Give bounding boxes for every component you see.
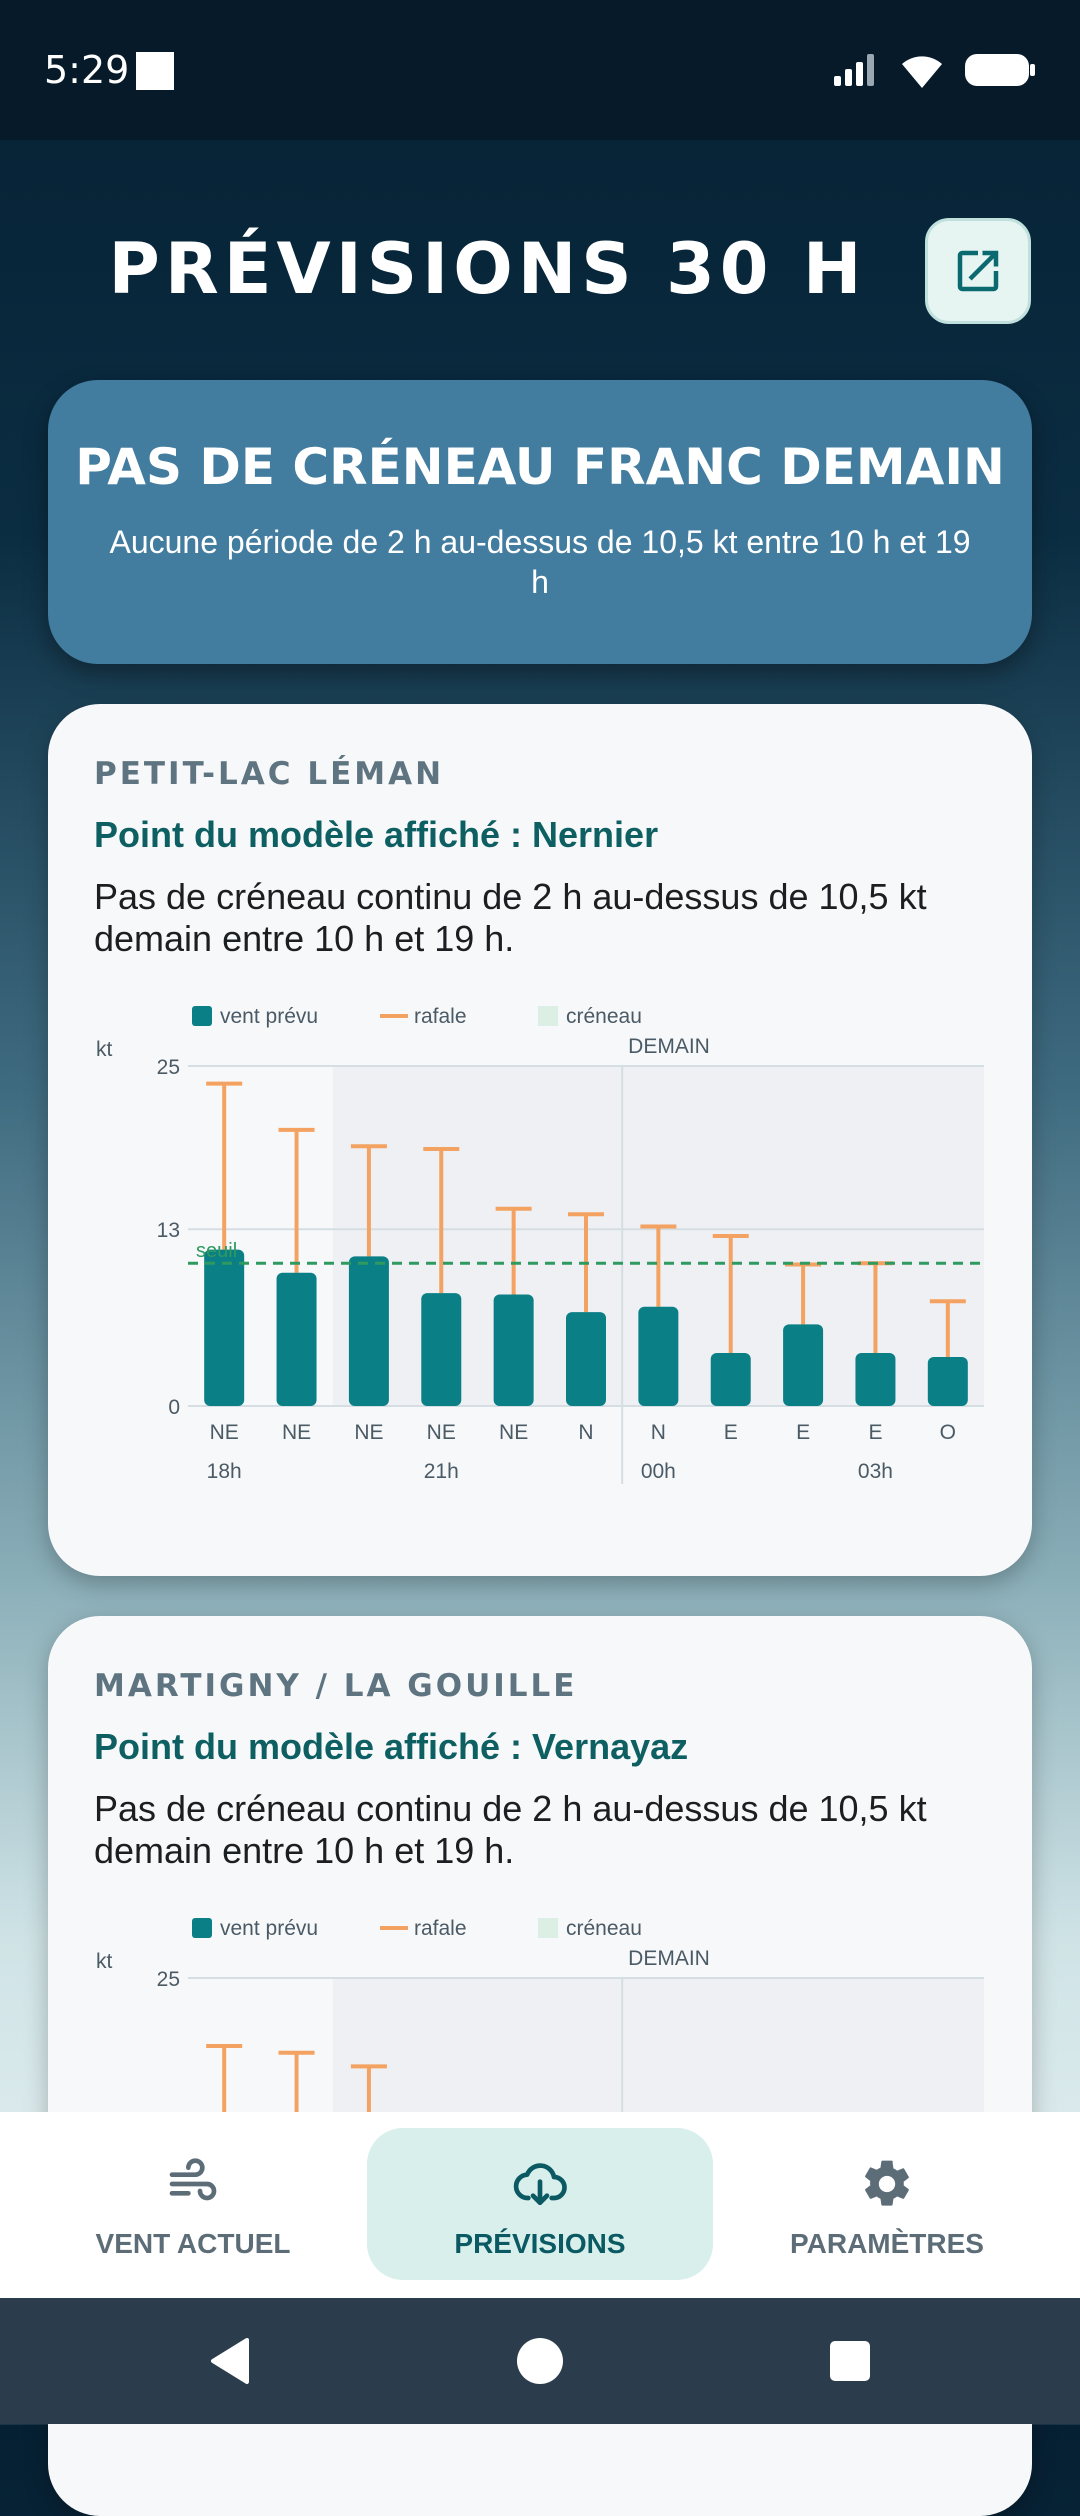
forecast-card-petit-lac: PETIT-LAC LÉMAN Point du modèle affiché … <box>48 704 1032 1576</box>
recents-icon[interactable] <box>828 2339 872 2383</box>
open-in-new-icon <box>957 250 999 292</box>
threshold-label: seuil <box>196 1240 237 1262</box>
direction-label: NE <box>354 1421 383 1444</box>
wind-bar <box>927 1357 968 1406</box>
direction-label: NE <box>282 1421 311 1444</box>
day-label: DEMAIN <box>628 1947 710 1970</box>
gear-icon <box>865 2160 909 2206</box>
wind-bar <box>855 1352 896 1406</box>
nav-forecasts[interactable]: PRÉVISIONS <box>367 2128 713 2280</box>
summary-banner: PAS DE CRÉNEAU FRANC DEMAIN Aucune pério… <box>48 380 1032 664</box>
y-tick-label: 13 <box>157 1219 180 1242</box>
time-label: 03h <box>858 1460 893 1483</box>
nav-label: PRÉVISIONS <box>454 2228 626 2259</box>
time-label: 00h <box>641 1460 676 1483</box>
direction-label: O <box>940 1421 956 1444</box>
signal-icon <box>834 54 874 86</box>
bottom-nav: VENT ACTUEL PRÉVISIONS PARAMÈTRES <box>0 2112 1080 2298</box>
wind-bar <box>276 1272 317 1406</box>
forecast-message: Pas de créneau continu de 2 h au-dessus … <box>94 1788 927 1871</box>
unit-label: kt <box>96 1950 113 1973</box>
nav-current-wind[interactable]: VENT ACTUEL <box>20 2128 366 2280</box>
wind-bar <box>421 1293 462 1406</box>
location-name: MARTIGNY / LA GOUILLE <box>94 1668 578 1704</box>
wind-bar <box>783 1324 824 1406</box>
legend-wind-label: vent prévu <box>220 1917 318 1940</box>
wind-bar <box>348 1256 389 1406</box>
legend-wind-label: vent prévu <box>220 1005 318 1028</box>
legend-window-label: créneau <box>566 1005 642 1028</box>
day-label: DEMAIN <box>628 1035 710 1058</box>
wind-bar <box>493 1294 534 1406</box>
direction-label: N <box>578 1421 593 1444</box>
page-title: PRÉVISIONS 30 H <box>108 228 867 310</box>
time-label: 18h <box>207 1460 242 1483</box>
direction-label: E <box>724 1421 738 1444</box>
nav-label: VENT ACTUEL <box>95 2228 291 2259</box>
direction-label: NE <box>210 1421 239 1444</box>
home-icon[interactable] <box>516 2337 564 2385</box>
banner-title: PAS DE CRÉNEAU FRANC DEMAIN <box>75 438 1005 496</box>
legend-window-swatch <box>538 1918 558 1938</box>
wifi-icon <box>902 56 942 88</box>
open-external-button[interactable] <box>925 218 1031 324</box>
legend-window-swatch <box>538 1006 558 1026</box>
forecast-message: Pas de créneau continu de 2 h au-dessus … <box>94 876 927 959</box>
time-label: 21h <box>424 1460 459 1483</box>
banner-subtitle: Aucune période de 2 h au-dessus de 10,5 … <box>109 524 971 600</box>
direction-label: NE <box>499 1421 528 1444</box>
wind-bar <box>204 1249 245 1406</box>
cloud-download-icon <box>513 2163 567 2205</box>
direction-label: NE <box>427 1421 456 1444</box>
wind-bar <box>710 1352 751 1406</box>
model-point: Point du modèle affiché : Vernayaz <box>94 1726 689 1767</box>
y-tick-label: 25 <box>157 1968 180 1991</box>
location-name: PETIT-LAC LÉMAN <box>94 756 445 792</box>
unit-label: kt <box>96 1038 113 1061</box>
back-icon[interactable] <box>205 2336 255 2386</box>
model-point: Point du modèle affiché : Nernier <box>94 814 659 855</box>
status-bar: 5:29 <box>0 0 1080 140</box>
legend-wind-swatch <box>192 1006 212 1026</box>
legend-wind-swatch <box>192 1918 212 1938</box>
direction-label: E <box>796 1421 810 1444</box>
y-tick-label: 25 <box>157 1056 180 1079</box>
nav-label: PARAMÈTRES <box>790 2228 984 2259</box>
nav-settings[interactable]: PARAMÈTRES <box>714 2128 1060 2280</box>
wind-icon <box>169 2158 217 2201</box>
notification-icon <box>136 52 174 90</box>
wind-bar <box>638 1306 679 1406</box>
system-nav-bar <box>0 2298 1080 2424</box>
direction-label: N <box>651 1421 666 1444</box>
wind-bar <box>566 1312 606 1406</box>
status-time: 5:29 <box>44 48 130 92</box>
legend-gust-label: rafale <box>414 1917 467 1940</box>
battery-icon <box>965 54 1035 86</box>
legend-window-label: créneau <box>566 1917 642 1940</box>
legend-gust-label: rafale <box>414 1005 467 1028</box>
direction-label: E <box>868 1421 882 1444</box>
y-tick-label: 0 <box>168 1396 180 1419</box>
